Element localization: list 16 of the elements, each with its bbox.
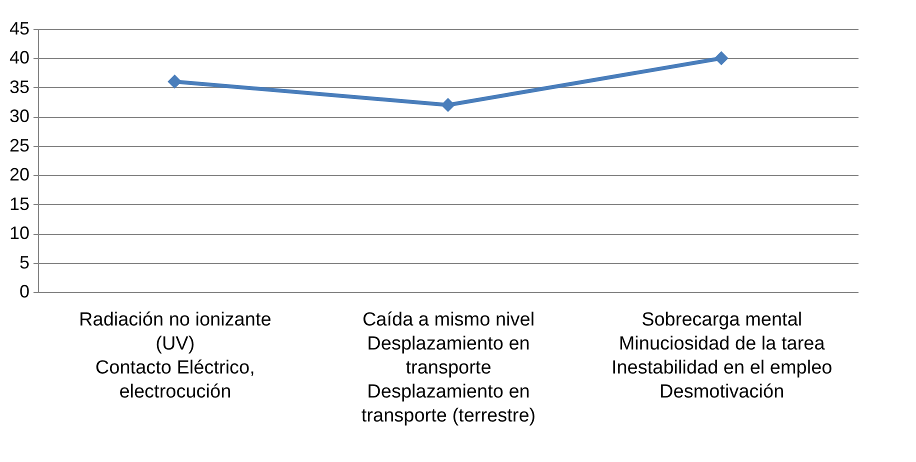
y-tick-label: 35 [9, 76, 30, 97]
x-tick-label: Sobrecarga mental Minuciosidad de la tarea Inestabilidad en el empleo Desmotivación [611, 310, 832, 402]
y-tick-label: 45 [9, 18, 30, 38]
y-tick-label: 40 [9, 48, 30, 68]
point [440, 98, 456, 112]
y-tick-label: 30 [9, 106, 30, 126]
y-tick-label: 5 [19, 252, 30, 272]
point [168, 74, 182, 89]
y-tick-label: 10 [9, 223, 30, 244]
y-tick-label: 20 [9, 164, 30, 185]
x-tick-label: Radiación no ionizante (UV) Contacto Eléctrico, electrocución [79, 310, 272, 402]
point [714, 51, 728, 66]
y-tick-label: 15 [9, 194, 30, 214]
x-tick-label: Caída a mismo nivel Desplazamiento en transporte Desplazamiento en transporte (terrestre) [361, 310, 536, 426]
y-tick-label: 0 [19, 282, 30, 302]
y-tick-label: 25 [9, 135, 30, 156]
